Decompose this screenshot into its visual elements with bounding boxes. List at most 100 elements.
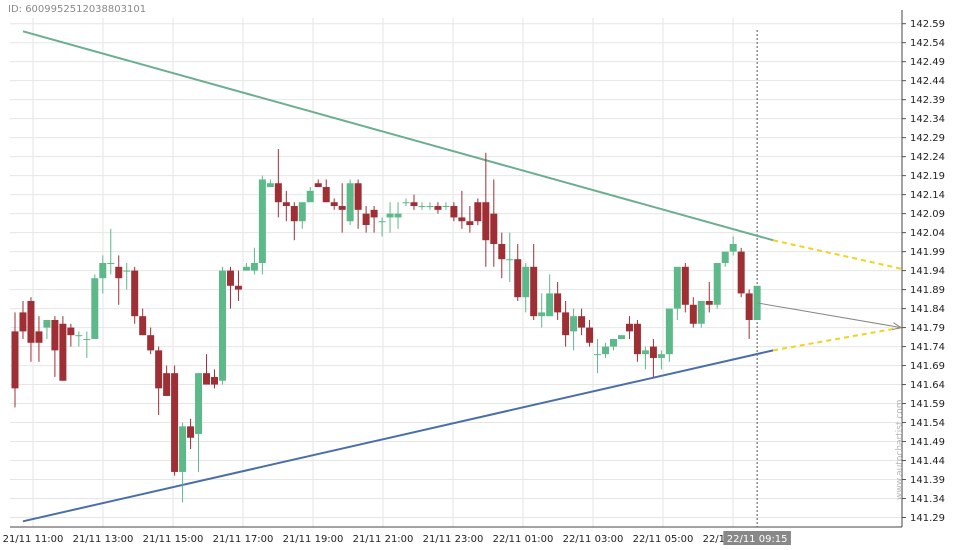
candle-body [171,373,179,472]
candle-body [282,202,290,207]
candle-body [522,266,530,298]
candle-body [187,426,195,438]
x-tick-label: 21/11 11:00 [3,534,64,545]
y-tick-label: 141.49 [910,437,945,448]
candle-body [226,270,234,286]
candle-body [258,179,266,264]
candle-body [314,183,322,188]
y-tick-label: 141.79 [910,323,945,334]
candle-body [234,285,242,290]
candle-body [562,312,570,336]
candle-body [362,213,370,226]
y-tick-label: 141.84 [910,304,945,315]
candle-body [594,354,602,356]
candle-body [721,251,729,264]
y-tick-label: 141.29 [910,513,945,524]
candle-body [633,323,641,355]
candle-body [450,206,458,218]
candle-body [649,346,657,358]
candle-body [242,266,250,271]
y-tick-label: 142.44 [910,76,945,87]
candle-body [418,206,426,208]
forecast-arrow-line [757,302,902,329]
x-tick-highlight [723,531,791,545]
y-tick-label: 141.69 [910,361,945,372]
candle-body [346,183,354,222]
candle-body [689,304,697,324]
candle-body [83,338,91,340]
candle-body [538,312,546,317]
candle-body [410,202,418,207]
x-tick-label: 22/11 09:15 [727,534,788,545]
candle-body [322,187,330,203]
candle-body [99,263,107,279]
candle-body [578,316,586,328]
candle-body [729,244,737,252]
candle-body [681,266,689,305]
candle-body [466,221,474,226]
candle-body [570,316,578,332]
candle-body [378,221,386,223]
candle-body [43,319,51,328]
x-tick-label: 21/11 21:00 [353,534,414,545]
y-tick-label: 142.34 [910,114,945,125]
candle-body [59,323,67,381]
chart-id-label: ID: 6009952512038803101 [8,4,147,15]
y-tick-label: 142.59 [910,19,945,30]
y-tick-label: 142.39 [910,95,945,106]
y-tick-label: 142.24 [910,152,945,163]
candle-body [27,300,35,343]
candle-body [546,293,554,317]
candle-body [514,259,522,298]
y-tick-label: 141.39 [910,475,945,486]
candle-body [617,335,625,339]
candle-body [530,266,538,317]
candle-body [203,373,211,385]
y-tick-label: 141.34 [910,494,945,505]
candle-body [610,338,617,347]
candle-body [75,335,83,337]
y-tick-label: 141.59 [910,399,945,410]
candle-body [586,327,594,343]
forecast-arrow-head [892,322,903,331]
candle-body [211,376,218,385]
candle-body [179,426,187,472]
candle-body [386,213,394,218]
upper-projection [772,239,902,270]
candle-body [713,263,721,305]
lower-projection [772,326,902,352]
x-tick-label: 21/11 23:00 [423,534,484,545]
candle-body [657,354,665,358]
candle-body [107,263,115,265]
candle-body [506,259,514,261]
candle-body [705,300,713,305]
candle-body [426,206,434,208]
candle-body [482,202,490,241]
x-tick-label: 21/11 19:00 [283,534,344,545]
candle-body [665,308,673,355]
x-tick-label: 21/11 17:00 [213,534,274,545]
y-tick-label: 141.64 [910,380,945,391]
y-tick-label: 142.49 [910,57,945,68]
candle-body [67,327,75,336]
y-tick-label: 142.04 [910,228,945,239]
candle-body [458,217,466,222]
candle-body [370,209,378,218]
y-tick-label: 141.99 [910,247,945,258]
candle-body [11,331,19,389]
y-tick-label: 142.14 [910,190,945,201]
y-tick-label: 141.74 [910,342,945,353]
candle-body [745,293,753,320]
x-tick-label: 21/11 15:00 [143,534,204,545]
x-tick-label: 22/11 03:00 [563,534,624,545]
candle-body [498,244,506,260]
candle-body [91,278,99,339]
candle-body [330,202,338,207]
candle-body [290,206,298,222]
candle-body [163,373,171,396]
y-tick-label: 142.54 [910,38,945,49]
candle-body [123,270,131,272]
candle-body [51,319,59,351]
candle-body [737,251,745,294]
